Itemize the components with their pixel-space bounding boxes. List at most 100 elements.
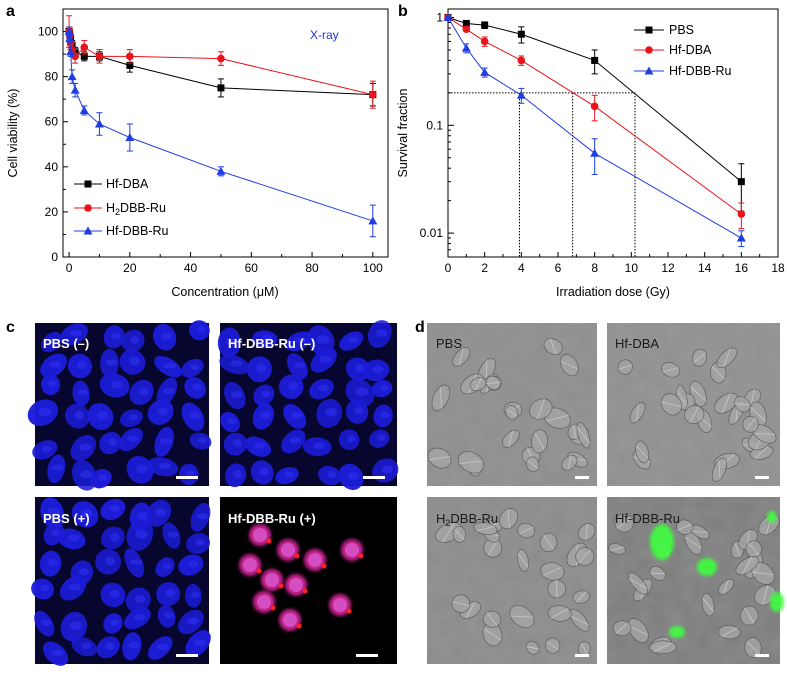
nucleolus xyxy=(96,411,108,420)
chart-a-point xyxy=(217,84,225,92)
cell-highlight xyxy=(734,403,751,406)
chart-b-point xyxy=(516,90,526,99)
chart-a-legend-label: H2DBB-Ru xyxy=(106,201,166,217)
cytoplasm-spot xyxy=(358,553,364,559)
scale-bar xyxy=(363,476,385,479)
nucleolus xyxy=(78,567,89,576)
chart-a-point xyxy=(369,90,377,99)
nucleolus xyxy=(187,560,199,568)
cell-highlight xyxy=(745,418,757,431)
nucleolus xyxy=(81,508,93,518)
nucleolus xyxy=(197,325,206,333)
cell-highlight xyxy=(723,348,731,368)
nucleus-core xyxy=(243,558,257,572)
cytoplasm-spot xyxy=(278,583,284,589)
chart-b-legend-marker xyxy=(645,46,653,54)
chart-a-point xyxy=(64,27,74,36)
nucleolus xyxy=(67,534,80,542)
nucleolus xyxy=(74,410,85,420)
chart-a-xtick-label: 20 xyxy=(123,261,137,275)
panel-letter-a: a xyxy=(6,3,15,20)
chart-a-point xyxy=(67,72,77,81)
nucleolus xyxy=(105,642,116,650)
chart-b-point xyxy=(737,178,745,186)
nucleolus xyxy=(163,362,177,369)
cell-highlight xyxy=(576,427,591,444)
nucleolus xyxy=(192,383,202,391)
cell-highlight xyxy=(545,414,569,422)
chart-a-ytick-label: 60 xyxy=(45,115,59,129)
scale-bar xyxy=(356,654,378,657)
nucleolus xyxy=(261,390,271,398)
nucleolus xyxy=(128,641,140,649)
nucleolus xyxy=(156,643,169,651)
green-cell xyxy=(650,524,674,560)
chart-a-point xyxy=(126,61,134,69)
nucleolus xyxy=(48,338,59,345)
chart-b-point xyxy=(591,56,599,64)
cell-highlight xyxy=(507,509,511,529)
scale-bar xyxy=(176,476,198,479)
chart-b-point xyxy=(736,233,746,242)
image-c-4: Hf-DBB-Ru (+) xyxy=(220,497,397,664)
chart-b-xtick-label: 18 xyxy=(771,261,785,275)
nucleolus xyxy=(319,355,332,363)
nucleolus xyxy=(165,588,176,598)
chart-a-ylabel: Cell viability (%) xyxy=(6,89,20,178)
chart-a-legend-marker xyxy=(83,226,93,235)
green-cell xyxy=(770,592,784,612)
cell-highlight xyxy=(546,641,560,650)
chart-b-legend-label: Hf-DBA xyxy=(669,43,712,57)
cell-highlight xyxy=(750,389,755,406)
nucleolus xyxy=(293,362,306,369)
nucleolus xyxy=(318,384,329,392)
nucleolus xyxy=(380,411,390,419)
nucleolus xyxy=(379,384,389,391)
nucleolus xyxy=(127,435,139,442)
chart-a-xlabel: Concentration (μM) xyxy=(171,285,278,299)
chart-b-point xyxy=(462,25,471,33)
nucleolus xyxy=(135,594,146,604)
cell-highlight xyxy=(459,460,483,465)
nucleolus xyxy=(261,334,272,341)
chart-b-ytick-label: 0.01 xyxy=(420,226,444,240)
nucleolus xyxy=(79,443,92,451)
nucleolus xyxy=(69,621,82,631)
nucleolus xyxy=(161,332,173,341)
chart-b-point xyxy=(517,30,525,38)
nucleolus xyxy=(196,513,209,520)
nucleolus xyxy=(187,617,199,625)
image-c-2-label: Hf-DBB-Ru (–) xyxy=(228,336,315,351)
nucleolus xyxy=(81,642,92,649)
cell-highlight xyxy=(580,642,589,655)
cytoplasm-spot xyxy=(270,605,276,611)
chart-b-point xyxy=(590,102,599,111)
image-d-4: Hf-DBB-Ru xyxy=(607,497,784,664)
cell-highlight xyxy=(762,585,769,606)
chart-a-xtick-label: 0 xyxy=(66,261,73,275)
cell-highlight xyxy=(536,398,545,420)
cytoplasm-spot xyxy=(266,538,272,544)
nucleolus xyxy=(316,334,330,344)
cell-highlight xyxy=(506,408,518,417)
scale-bar xyxy=(176,654,198,657)
chart-a-legend-marker xyxy=(84,180,92,188)
nucleolus xyxy=(325,407,338,417)
chart-b-point xyxy=(737,210,746,218)
nucleolus xyxy=(198,437,207,443)
chart-a-point xyxy=(368,216,378,225)
nucleus-core xyxy=(333,598,347,612)
panel-letter-b: b xyxy=(398,3,408,20)
cell-highlight xyxy=(734,542,741,557)
nucleolus xyxy=(381,465,393,474)
cell-highlight xyxy=(610,546,624,552)
image-c-2: Hf-DBB-Ru (–) xyxy=(217,320,399,491)
image-c-4-label: Hf-DBB-Ru (+) xyxy=(228,511,316,526)
nucleolus xyxy=(162,563,172,570)
cell-highlight xyxy=(615,622,629,634)
nucleolus xyxy=(162,387,176,394)
chart-a-xtick-label: 40 xyxy=(184,261,198,275)
cell-highlight xyxy=(578,549,591,564)
image-c-1-label: PBS (–) xyxy=(43,336,89,351)
scale-bar xyxy=(755,476,769,479)
